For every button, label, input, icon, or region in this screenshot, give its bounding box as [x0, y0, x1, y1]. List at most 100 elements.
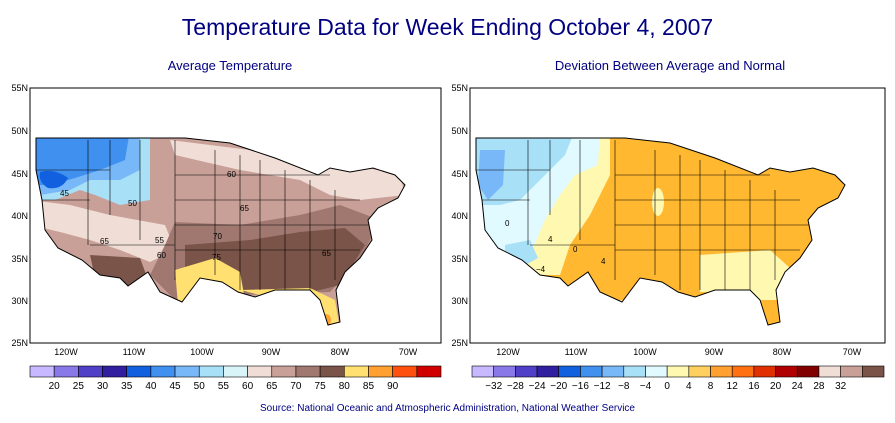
legend-swatch — [416, 365, 442, 378]
legend-swatch — [710, 365, 733, 378]
legend-swatch — [247, 365, 273, 378]
right-lon-label: 120W — [496, 347, 520, 357]
contour-label: 4 — [548, 235, 553, 244]
legend-label: 90 — [387, 381, 399, 392]
legend-swatch — [536, 365, 560, 378]
legend-label: −32 — [485, 381, 502, 392]
legend-swatch — [223, 365, 248, 378]
contour-label: 0 — [505, 219, 510, 228]
contour-label: 4 — [601, 257, 606, 266]
legend-swatch — [198, 365, 224, 378]
legend-label: 50 — [194, 381, 206, 392]
legend-label: −12 — [594, 381, 611, 392]
legend-label: 55 — [218, 381, 230, 392]
contour-label: 0 — [573, 245, 578, 254]
legend-swatch — [174, 365, 200, 378]
legend-label: 70 — [290, 381, 302, 392]
legend-label: −16 — [572, 381, 589, 392]
right-lat-label: 50N — [451, 126, 468, 136]
contour-label: 65 — [240, 204, 249, 213]
right-lat-label: 45N — [451, 169, 468, 179]
right-lon-label: 90W — [705, 347, 724, 357]
legend-label: 28 — [813, 381, 825, 392]
legend-label: 60 — [242, 381, 254, 392]
legend-swatch — [731, 365, 755, 378]
legend-label: 30 — [97, 381, 109, 392]
left-legend: 20 25 30 35 40 45 50 55 60 65 70 75 80 85 90 — [29, 365, 442, 392]
left-lon-label: 110W — [123, 347, 146, 357]
left-fill-60-north — [170, 140, 405, 200]
contour-label: 70 — [213, 232, 222, 241]
legend-label: 40 — [145, 381, 157, 392]
legend-label: −20 — [550, 381, 567, 392]
left-fill-60-west — [36, 200, 175, 262]
legend-swatch — [295, 365, 321, 378]
right-lon-label: 80W — [773, 347, 792, 357]
right-lat-label: 25N — [451, 338, 468, 348]
legend-label: 25 — [73, 381, 85, 392]
left-us-outline — [35, 137, 406, 326]
right-lat-label: 35N — [451, 254, 468, 264]
legend-swatch — [78, 365, 103, 378]
source-note: Source: National Oceanic and Atmospheric… — [259, 403, 635, 414]
right-contour-labels: 0 4 0 4 −4 — [505, 219, 606, 274]
right-fill-m8 — [478, 150, 505, 200]
left-contour-labels: 45 50 55 60 65 70 75 65 60 65 — [60, 170, 331, 262]
left-fill-40 — [39, 170, 68, 189]
left-lat-label: 35N — [11, 254, 28, 264]
contour-label: 60 — [227, 170, 236, 179]
legend-label: 12 — [727, 381, 739, 392]
legend-label: 32 — [835, 381, 847, 392]
left-fill-45 — [36, 138, 130, 185]
left-lon-label: 100W — [190, 347, 214, 357]
left-map: 55N 50N 45N 40N 35N 30N 25N 120W 110W 10… — [11, 83, 442, 392]
legend-swatch — [343, 365, 369, 378]
legend-label: 8 — [708, 381, 714, 392]
left-lat-label: 30N — [11, 296, 28, 306]
right-lat-label: 40N — [451, 211, 468, 221]
contour-label: 75 — [212, 253, 221, 262]
left-lon-label: 120W — [54, 347, 78, 357]
left-lat-label: 40N — [11, 211, 28, 221]
legend-swatch — [102, 365, 128, 378]
left-lon-label: 90W — [262, 347, 281, 357]
legend-label: −8 — [618, 381, 630, 392]
legend-label: 4 — [686, 381, 692, 392]
left-lat-ticks: 55N 50N 45N 40N 35N 30N 25N — [11, 83, 28, 348]
left-lat-label: 50N — [11, 126, 28, 136]
legend-swatch — [515, 365, 538, 378]
left-lon-ticks: 120W 110W 100W 90W 80W 70W — [54, 347, 418, 357]
left-map-subtitle: Average Temperature — [167, 58, 293, 73]
legend-swatch — [840, 365, 863, 378]
legend-label: 0 — [664, 381, 670, 392]
right-lat-label: 30N — [451, 296, 468, 306]
legend-swatch — [558, 365, 581, 378]
right-map-subtitle: Deviation Between Average and Normal — [554, 58, 786, 73]
contour-label: 55 — [155, 236, 164, 245]
legend-label: 16 — [748, 381, 760, 392]
contour-label: 65 — [100, 237, 109, 246]
legend-swatch — [862, 365, 885, 378]
legend-swatch — [368, 365, 393, 378]
legend-swatch — [493, 365, 516, 378]
legend-swatch — [53, 365, 79, 378]
legend-swatch — [126, 365, 152, 378]
left-lat-label: 45N — [11, 169, 28, 179]
legend-swatch — [753, 365, 776, 378]
right-lon-label: 70W — [843, 347, 862, 357]
right-fill-4-lake — [652, 188, 664, 216]
right-us-outline — [475, 137, 846, 326]
legend-label: −24 — [529, 381, 546, 392]
legend-label: −4 — [640, 381, 652, 392]
legend-swatch — [666, 365, 690, 378]
right-lon-label: 110W — [565, 347, 588, 357]
legend-swatch — [623, 365, 646, 378]
legend-swatch — [150, 365, 176, 378]
contour-label: −4 — [536, 265, 546, 274]
right-fill-4-southeast — [700, 250, 790, 300]
right-lat-label: 55N — [451, 83, 468, 93]
right-lon-ticks: 120W 110W 100W 90W 80W 70W — [496, 347, 862, 357]
legend-swatch — [580, 365, 603, 378]
left-lon-label: 80W — [331, 347, 350, 357]
